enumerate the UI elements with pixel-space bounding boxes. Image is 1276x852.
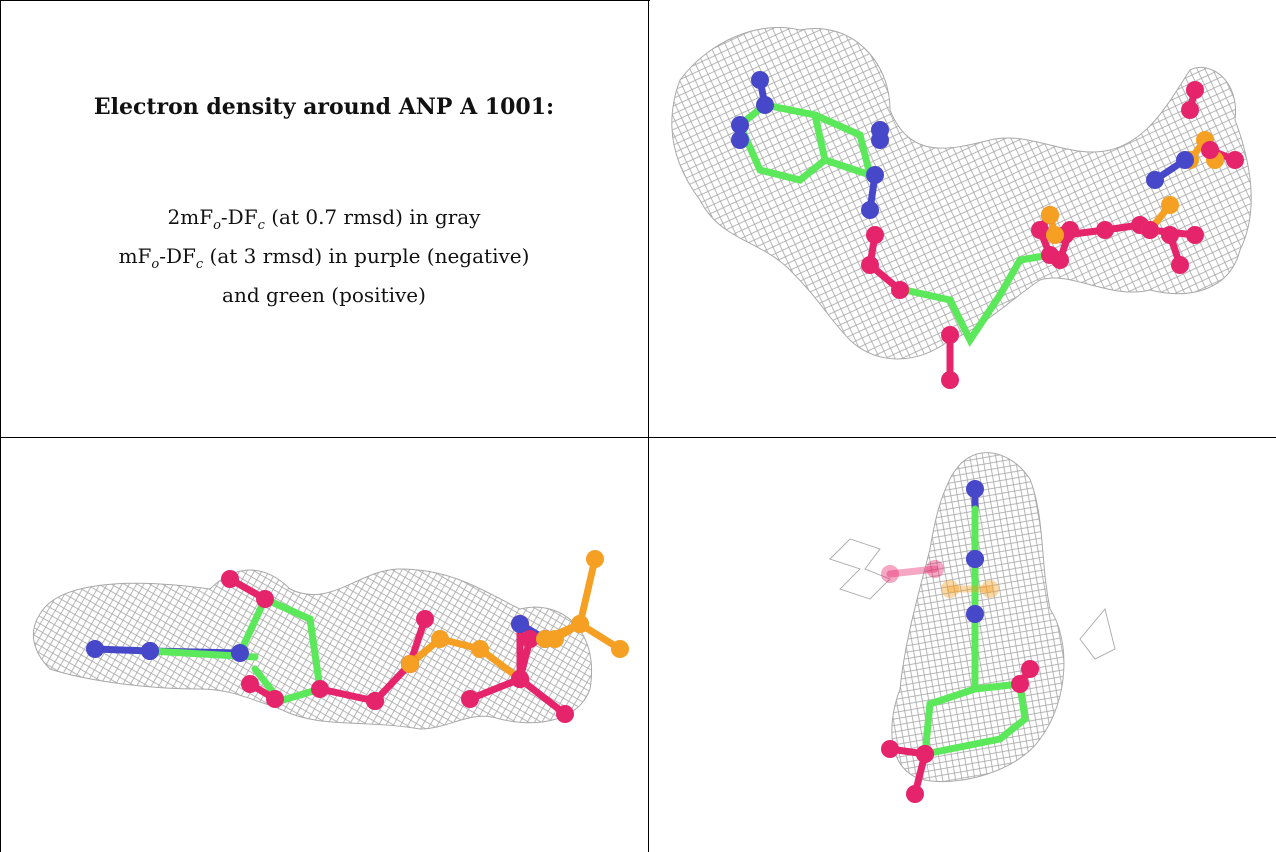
atom-sphere [1226, 151, 1244, 169]
atom-sphere [141, 642, 159, 660]
atom-sphere [1186, 81, 1204, 99]
atom-sphere [546, 630, 564, 648]
atom-sphere [1031, 221, 1049, 239]
atom-sphere [556, 705, 574, 723]
atom-sphere [1051, 251, 1069, 269]
caption-cell: Electron density around ANP A 1001: 2mFo… [0, 0, 648, 437]
atom-sphere [941, 371, 959, 389]
atom-sphere [416, 610, 434, 628]
atom-sphere [311, 680, 329, 698]
caption-line-1: 2mFo-DFc (at 0.7 rmsd) in gray [167, 205, 481, 233]
atom-sphere [1176, 151, 1194, 169]
caption-line-2: mFo-DFc (at 3 rmsd) in purple (negative) [118, 244, 530, 272]
atom-sphere [511, 615, 529, 633]
density-view-bottom-right [650, 439, 1276, 852]
density-mesh-fragment [829, 538, 1116, 660]
atom-sphere [571, 615, 589, 633]
atom-sphere [231, 644, 249, 662]
atom-sphere [1061, 221, 1079, 239]
atom-sphere [861, 256, 879, 274]
atom-sphere [241, 675, 259, 693]
table-divider-horizontal [0, 437, 1276, 438]
atom-sphere [1141, 221, 1159, 239]
atom-sphere [966, 480, 984, 498]
caption-line-3: and green (positive) [222, 283, 426, 307]
atom-sphere [916, 745, 934, 763]
table-border-left [0, 0, 1, 852]
anp-ligand [731, 71, 1244, 389]
atom-sphere [1096, 221, 1114, 239]
caption-body: 2mFo-DFc (at 0.7 rmsd) in gray mFo-DFc (… [0, 202, 648, 310]
density-view-bottom-left [0, 439, 648, 852]
atom-sphere [86, 640, 104, 658]
atom-sphere [731, 131, 749, 149]
atom-sphere [941, 580, 959, 598]
atom-sphere [266, 690, 284, 708]
atom-sphere [221, 570, 239, 588]
atom-sphere [966, 550, 984, 568]
atom-sphere [1041, 206, 1059, 224]
molecule-render-right [829, 452, 1116, 803]
atom-sphere [1161, 226, 1179, 244]
atom-sphere [906, 785, 924, 803]
atom-sphere [731, 116, 749, 134]
anp-ligand [86, 550, 629, 723]
atom-sphere [611, 640, 629, 658]
atom-sphere [461, 690, 479, 708]
atom-sphere [256, 590, 274, 608]
atom-sphere [1021, 660, 1039, 678]
atom-sphere [866, 166, 884, 184]
atom-sphere [881, 740, 899, 758]
atom-sphere [941, 326, 959, 344]
atom-sphere [511, 670, 529, 688]
table-divider-vertical [648, 0, 649, 852]
atom-sphere [966, 605, 984, 623]
atom-sphere [1146, 171, 1164, 189]
atom-sphere [1186, 226, 1204, 244]
atom-sphere [471, 640, 489, 658]
atom-sphere [401, 655, 419, 673]
atom-sphere [866, 226, 884, 244]
atom-sphere [1046, 226, 1064, 244]
molecule-render-top [671, 26, 1252, 389]
atom-sphere [981, 580, 999, 598]
atom-sphere [1161, 196, 1179, 214]
atom-sphere [1011, 675, 1029, 693]
atom-sphere [431, 630, 449, 648]
atom-sphere [366, 692, 384, 710]
anp-ligand [881, 480, 1039, 803]
atom-sphere [871, 121, 889, 139]
atom-sphere [926, 560, 944, 578]
atom-sphere [756, 96, 774, 114]
molecule-render-left [32, 550, 629, 730]
atom-sphere [881, 565, 899, 583]
atom-sphere [1181, 101, 1199, 119]
atom-sphere [521, 630, 539, 648]
atom-sphere [861, 201, 879, 219]
density-mesh [671, 26, 1252, 360]
atom-sphere [751, 71, 769, 89]
atom-sphere [891, 281, 909, 299]
atom-sphere [586, 550, 604, 568]
caption-title: Electron density around ANP A 1001: [93, 94, 555, 120]
atom-sphere [1201, 141, 1219, 159]
density-view-top-right [650, 0, 1276, 437]
table-border-top [0, 0, 650, 1]
atom-sphere [1171, 256, 1189, 274]
